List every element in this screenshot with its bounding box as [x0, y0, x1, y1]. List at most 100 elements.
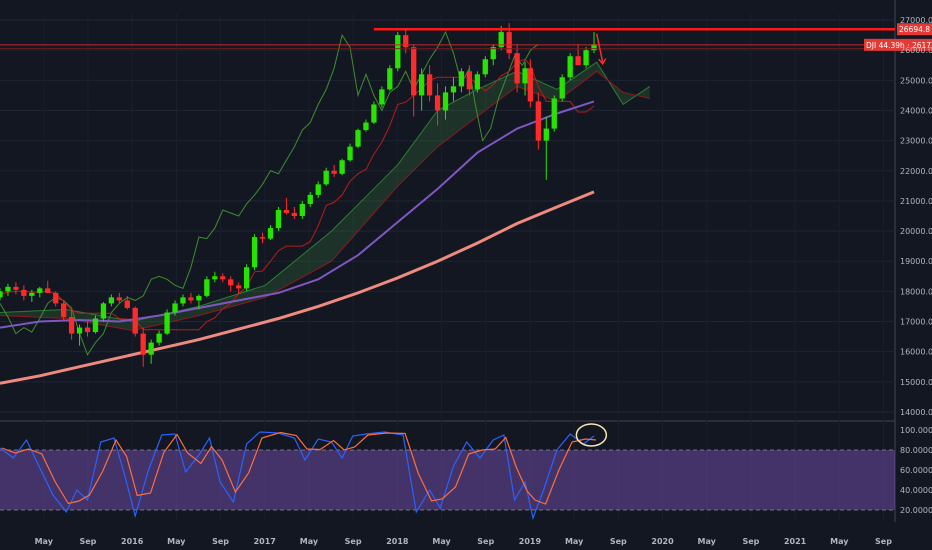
candle-body[interactable]: [307, 194, 313, 204]
candle-body[interactable]: [228, 279, 234, 286]
candle-body[interactable]: [108, 297, 115, 304]
candle-body[interactable]: [21, 289, 27, 296]
candle-body[interactable]: [291, 212, 298, 216]
candle-body[interactable]: [418, 74, 425, 96]
candle-body[interactable]: [243, 267, 250, 289]
candle-body[interactable]: [68, 317, 75, 334]
time-tick-label: Sep: [79, 537, 96, 546]
candle-body[interactable]: [331, 170, 337, 174]
time-tick-label: Sep: [610, 537, 627, 546]
candle-body[interactable]: [355, 130, 361, 147]
stoch-band: [0, 450, 895, 510]
candle-body[interactable]: [411, 47, 417, 96]
candle-body[interactable]: [559, 77, 565, 99]
time-tick-label: Sep: [875, 537, 892, 546]
candle-body[interactable]: [299, 203, 305, 216]
candle-body[interactable]: [13, 286, 19, 290]
price-tick-label: 19000.0: [900, 257, 932, 266]
candle-body[interactable]: [188, 297, 194, 301]
annotations: 26694.8 DJI 44.39h · 26177.0: [0, 23, 932, 66]
candle-body[interactable]: [164, 312, 170, 334]
candle-body[interactable]: [116, 297, 122, 301]
candle-body[interactable]: [527, 68, 534, 102]
candle-body[interactable]: [29, 292, 35, 296]
candle-body[interactable]: [506, 32, 512, 54]
arrow-head: [598, 58, 607, 66]
candle-body[interactable]: [522, 68, 528, 84]
candle-body[interactable]: [567, 56, 573, 78]
candle-body[interactable]: [514, 53, 520, 84]
candle-body[interactable]: [251, 237, 258, 268]
candle-body[interactable]: [275, 209, 282, 229]
candle-body[interactable]: [379, 89, 385, 105]
candle-body[interactable]: [156, 333, 162, 343]
candle-body[interactable]: [236, 285, 242, 289]
candle-body[interactable]: [180, 297, 186, 304]
base-line: [0, 58, 595, 331]
candle-body[interactable]: [92, 318, 99, 333]
candle-body[interactable]: [212, 276, 218, 280]
candles[interactable]: [0, 23, 597, 367]
time-tick-label: Sep: [742, 537, 759, 546]
candle-body[interactable]: [450, 86, 457, 93]
candle-body[interactable]: [395, 35, 401, 69]
time-tick-label: May: [35, 537, 54, 546]
candle-body[interactable]: [267, 228, 274, 239]
candle-body[interactable]: [84, 327, 91, 333]
candle-body[interactable]: [53, 292, 59, 304]
price-tick-label: 14000.0: [900, 408, 932, 417]
candle-body[interactable]: [474, 74, 480, 90]
candle-body[interactable]: [482, 59, 488, 75]
candle-body[interactable]: [148, 342, 154, 355]
price-tick-label: 24000.0: [900, 106, 932, 115]
time-axis: May Sep 2016 May Sep 2017 May Sep 2018 May Sep 2019…: [35, 537, 893, 546]
candle-body[interactable]: [100, 303, 107, 319]
candle-body[interactable]: [363, 122, 369, 131]
candle-body[interactable]: [204, 279, 210, 296]
candle-body[interactable]: [45, 288, 51, 293]
candle-body[interactable]: [315, 184, 321, 195]
candle-body[interactable]: [5, 286, 11, 292]
candle-body[interactable]: [583, 50, 589, 66]
candle-body[interactable]: [339, 160, 345, 174]
moving-averages: [0, 100, 595, 385]
time-tick-label: May: [698, 537, 717, 546]
candle-body[interactable]: [60, 303, 67, 317]
last-price-tag-label: DJI 44.39h · 26177.0: [866, 41, 932, 50]
price-tick-label: 23000.0: [900, 137, 932, 146]
candle-body[interactable]: [0, 291, 3, 298]
candle-body[interactable]: [535, 101, 541, 141]
candle-body[interactable]: [283, 209, 290, 213]
candle-body[interactable]: [458, 71, 465, 87]
candle-body[interactable]: [371, 104, 377, 123]
candle-body[interactable]: [259, 237, 266, 239]
candle-body[interactable]: [575, 56, 581, 66]
candle-body[interactable]: [172, 303, 178, 313]
candle-body[interactable]: [132, 307, 138, 334]
candle-body[interactable]: [387, 68, 393, 90]
candle-body[interactable]: [591, 44, 597, 51]
candle-body[interactable]: [551, 98, 557, 129]
candle-body[interactable]: [140, 333, 146, 355]
candle-body[interactable]: [490, 47, 496, 60]
time-tick-label: May: [167, 537, 186, 546]
price-axis: 14000.0 15000.0 16000.0 17000.0 18000.0 19000…: [900, 16, 932, 417]
candle-body[interactable]: [323, 170, 329, 185]
candle-body[interactable]: [434, 95, 441, 111]
span-a-line: [0, 61, 650, 323]
candle-body[interactable]: [220, 276, 226, 280]
candle-body[interactable]: [498, 32, 504, 48]
candle-body[interactable]: [196, 295, 202, 301]
candle-body[interactable]: [426, 74, 433, 96]
candle-body[interactable]: [403, 35, 409, 48]
time-tick-label: 2017: [254, 537, 276, 546]
candle-body[interactable]: [347, 146, 353, 161]
candle-body[interactable]: [442, 92, 449, 111]
candle-body[interactable]: [466, 71, 473, 90]
candle-body[interactable]: [37, 288, 43, 293]
candle-body[interactable]: [124, 300, 130, 308]
stoch-d-line: [1, 431, 597, 505]
candle-body[interactable]: [76, 327, 83, 334]
price-tick-label: 27000.0: [900, 16, 932, 25]
candle-body[interactable]: [543, 128, 549, 141]
